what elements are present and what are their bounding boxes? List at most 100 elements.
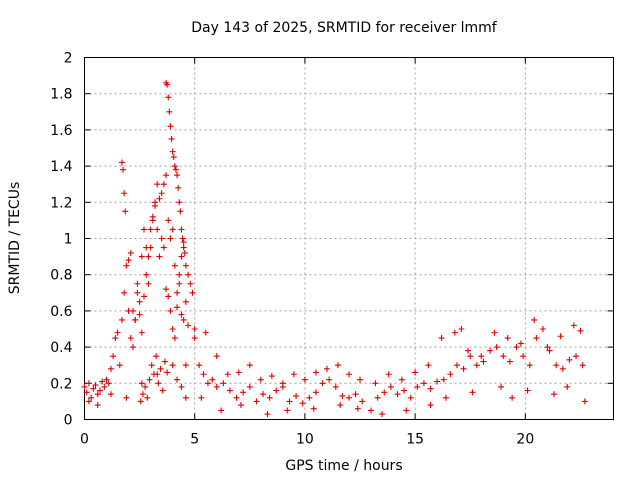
data-point bbox=[161, 358, 168, 365]
data-point bbox=[427, 385, 434, 392]
data-point bbox=[165, 293, 172, 300]
data-point bbox=[458, 326, 465, 332]
data-point bbox=[160, 181, 167, 188]
data-point bbox=[112, 335, 119, 342]
data-point bbox=[136, 311, 143, 318]
data-point bbox=[220, 380, 227, 387]
data-point bbox=[442, 394, 449, 401]
data-point bbox=[123, 394, 130, 401]
data-point bbox=[189, 289, 196, 296]
data-point bbox=[306, 394, 313, 401]
x-tick-label: 0 bbox=[80, 432, 89, 448]
data-point bbox=[326, 376, 333, 383]
data-point bbox=[163, 172, 170, 179]
y-tick-label: 0.6 bbox=[50, 304, 72, 320]
data-point bbox=[557, 333, 564, 340]
data-point bbox=[513, 344, 520, 351]
data-point bbox=[171, 335, 178, 342]
data-point bbox=[500, 353, 507, 360]
data-point bbox=[454, 362, 461, 369]
data-point bbox=[144, 394, 151, 401]
data-point bbox=[487, 347, 494, 354]
data-point bbox=[467, 353, 474, 360]
y-tick-label: 2 bbox=[64, 51, 73, 67]
data-point bbox=[181, 249, 188, 256]
data-point bbox=[202, 329, 209, 336]
data-point bbox=[539, 326, 546, 332]
data-point bbox=[354, 405, 361, 412]
data-point bbox=[178, 383, 185, 390]
data-point bbox=[196, 362, 203, 369]
data-point bbox=[531, 316, 538, 323]
data-point bbox=[182, 394, 189, 401]
data-point bbox=[142, 383, 149, 390]
data-point bbox=[141, 226, 148, 233]
data-point bbox=[180, 244, 187, 251]
data-point bbox=[185, 322, 192, 329]
data-point bbox=[339, 392, 346, 399]
data-point bbox=[141, 293, 148, 300]
data-point bbox=[544, 344, 551, 351]
data-point bbox=[176, 280, 183, 287]
data-point bbox=[260, 391, 267, 398]
data-point bbox=[153, 353, 160, 360]
data-point bbox=[374, 394, 381, 401]
data-point bbox=[167, 235, 174, 242]
data-point bbox=[299, 400, 306, 407]
data-point bbox=[134, 280, 141, 287]
data-point bbox=[178, 311, 185, 318]
data-point bbox=[235, 369, 242, 376]
data-point bbox=[337, 402, 344, 409]
data-point bbox=[179, 235, 186, 242]
data-point bbox=[498, 383, 505, 390]
data-point bbox=[284, 407, 291, 414]
data-point bbox=[570, 322, 577, 329]
data-point bbox=[167, 307, 174, 314]
data-point bbox=[176, 199, 183, 206]
x-tick-label: 10 bbox=[296, 432, 314, 448]
data-point bbox=[312, 369, 319, 376]
data-point bbox=[451, 329, 458, 336]
data-point bbox=[381, 389, 388, 396]
data-point bbox=[129, 307, 136, 314]
data-point bbox=[138, 329, 145, 336]
data-point bbox=[385, 371, 392, 378]
data-point bbox=[175, 184, 182, 191]
data-point bbox=[164, 81, 171, 88]
data-point bbox=[319, 380, 326, 387]
data-point bbox=[168, 135, 175, 142]
data-point bbox=[224, 371, 231, 378]
data-point bbox=[176, 271, 183, 278]
data-point bbox=[118, 159, 125, 166]
data-point bbox=[154, 181, 161, 188]
data-point bbox=[146, 376, 153, 383]
x-tick-label: 20 bbox=[516, 432, 534, 448]
data-point bbox=[145, 253, 152, 260]
data-point bbox=[191, 335, 198, 342]
data-point bbox=[233, 394, 240, 401]
data-point bbox=[290, 371, 297, 378]
data-point bbox=[246, 383, 253, 390]
data-point bbox=[546, 347, 553, 354]
data-point bbox=[178, 253, 185, 260]
data-point bbox=[171, 163, 178, 170]
data-point bbox=[143, 271, 150, 278]
data-point bbox=[387, 383, 394, 390]
data-point bbox=[110, 353, 117, 360]
data-point bbox=[90, 385, 97, 392]
data-point bbox=[96, 387, 103, 394]
data-point bbox=[147, 226, 154, 233]
y-tick-label: 1.4 bbox=[50, 159, 72, 175]
data-point bbox=[427, 402, 434, 409]
data-point bbox=[182, 262, 189, 269]
data-point bbox=[136, 298, 143, 305]
data-point bbox=[493, 344, 500, 351]
data-point bbox=[125, 257, 132, 264]
data-point bbox=[170, 154, 177, 161]
data-point bbox=[165, 94, 172, 101]
data-point bbox=[204, 380, 211, 387]
data-point bbox=[105, 380, 112, 387]
data-point bbox=[581, 398, 588, 405]
data-point bbox=[268, 373, 275, 380]
data-point bbox=[286, 398, 293, 405]
